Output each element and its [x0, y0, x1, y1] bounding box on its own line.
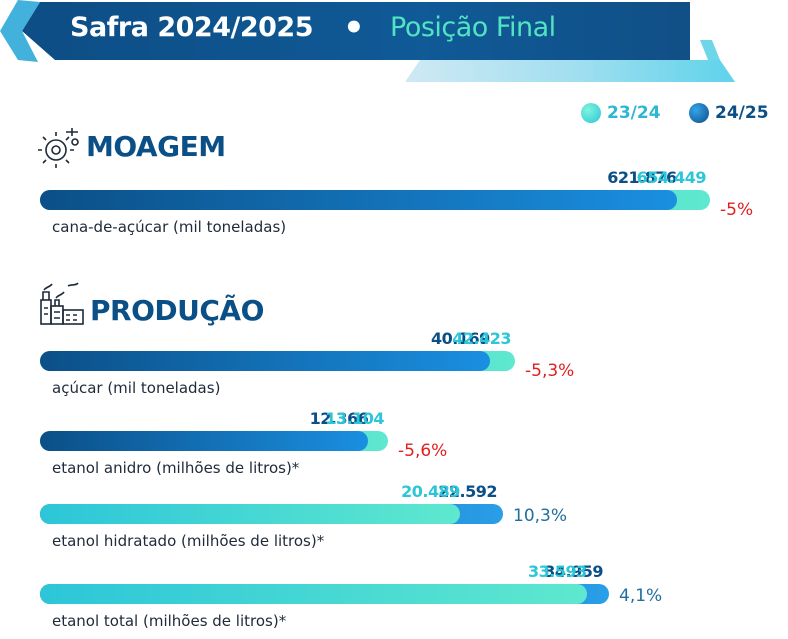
legend-swatch-2324 — [581, 103, 601, 123]
legend-item-2425: 24/25 — [689, 101, 769, 125]
category-label: cana-de-açúcar (mil toneladas) — [52, 218, 287, 236]
value-label-2425: 40.169 — [431, 329, 490, 348]
value-label-2324: 42.423 — [452, 329, 511, 348]
page-subtitle: Posição Final — [390, 12, 556, 43]
page-title: Safra 2024/2025 — [70, 12, 314, 43]
change-label: -5% — [720, 200, 754, 220]
bar-2425 — [40, 351, 490, 371]
change-label: -5,3% — [525, 361, 575, 381]
value-label-2324: 654.449 — [636, 168, 707, 187]
value-label-2425: 22.592 — [438, 482, 497, 501]
gear-icon — [38, 128, 79, 168]
value-label-2324: 20.489 — [401, 482, 460, 501]
section-title-moagem: MOAGEM — [86, 130, 226, 163]
category-label: etanol hidratado (milhões de litros)* — [52, 532, 325, 550]
header-shape — [0, 0, 735, 82]
category-label: açúcar (mil toneladas) — [52, 379, 221, 397]
category-label: etanol anidro (milhões de litros)* — [52, 459, 300, 477]
value-label-2324: 13.104 — [325, 409, 384, 428]
legend-item-2324: 23/24 — [581, 101, 661, 125]
title-separator: • — [343, 8, 365, 48]
change-label: -5,6% — [398, 441, 448, 461]
change-label: 10,3% — [513, 506, 568, 526]
header-banner: Safra 2024/2025 • Posição Final — [0, 0, 788, 86]
bar-2425 — [40, 190, 677, 210]
legend-label-2425: 24/25 — [715, 103, 769, 123]
legend-label-2324: 23/24 — [607, 103, 661, 123]
change-label: 4,1% — [619, 586, 663, 606]
section-title-producao: PRODUÇÃO — [90, 294, 264, 327]
legend-swatch-2425 — [689, 103, 709, 123]
bar-2425 — [40, 431, 369, 451]
value-label-2324: 33.593 — [528, 562, 587, 581]
value-label-2425: 12.366 — [309, 409, 369, 428]
bar-2324 — [40, 504, 460, 524]
bar-2324 — [40, 584, 587, 604]
category-label: etanol total (milhões de litros)* — [52, 612, 287, 630]
value-label-2425: 621.876 — [607, 168, 677, 187]
factory-icon — [40, 282, 84, 325]
value-label-2425: 34.959 — [544, 562, 603, 581]
